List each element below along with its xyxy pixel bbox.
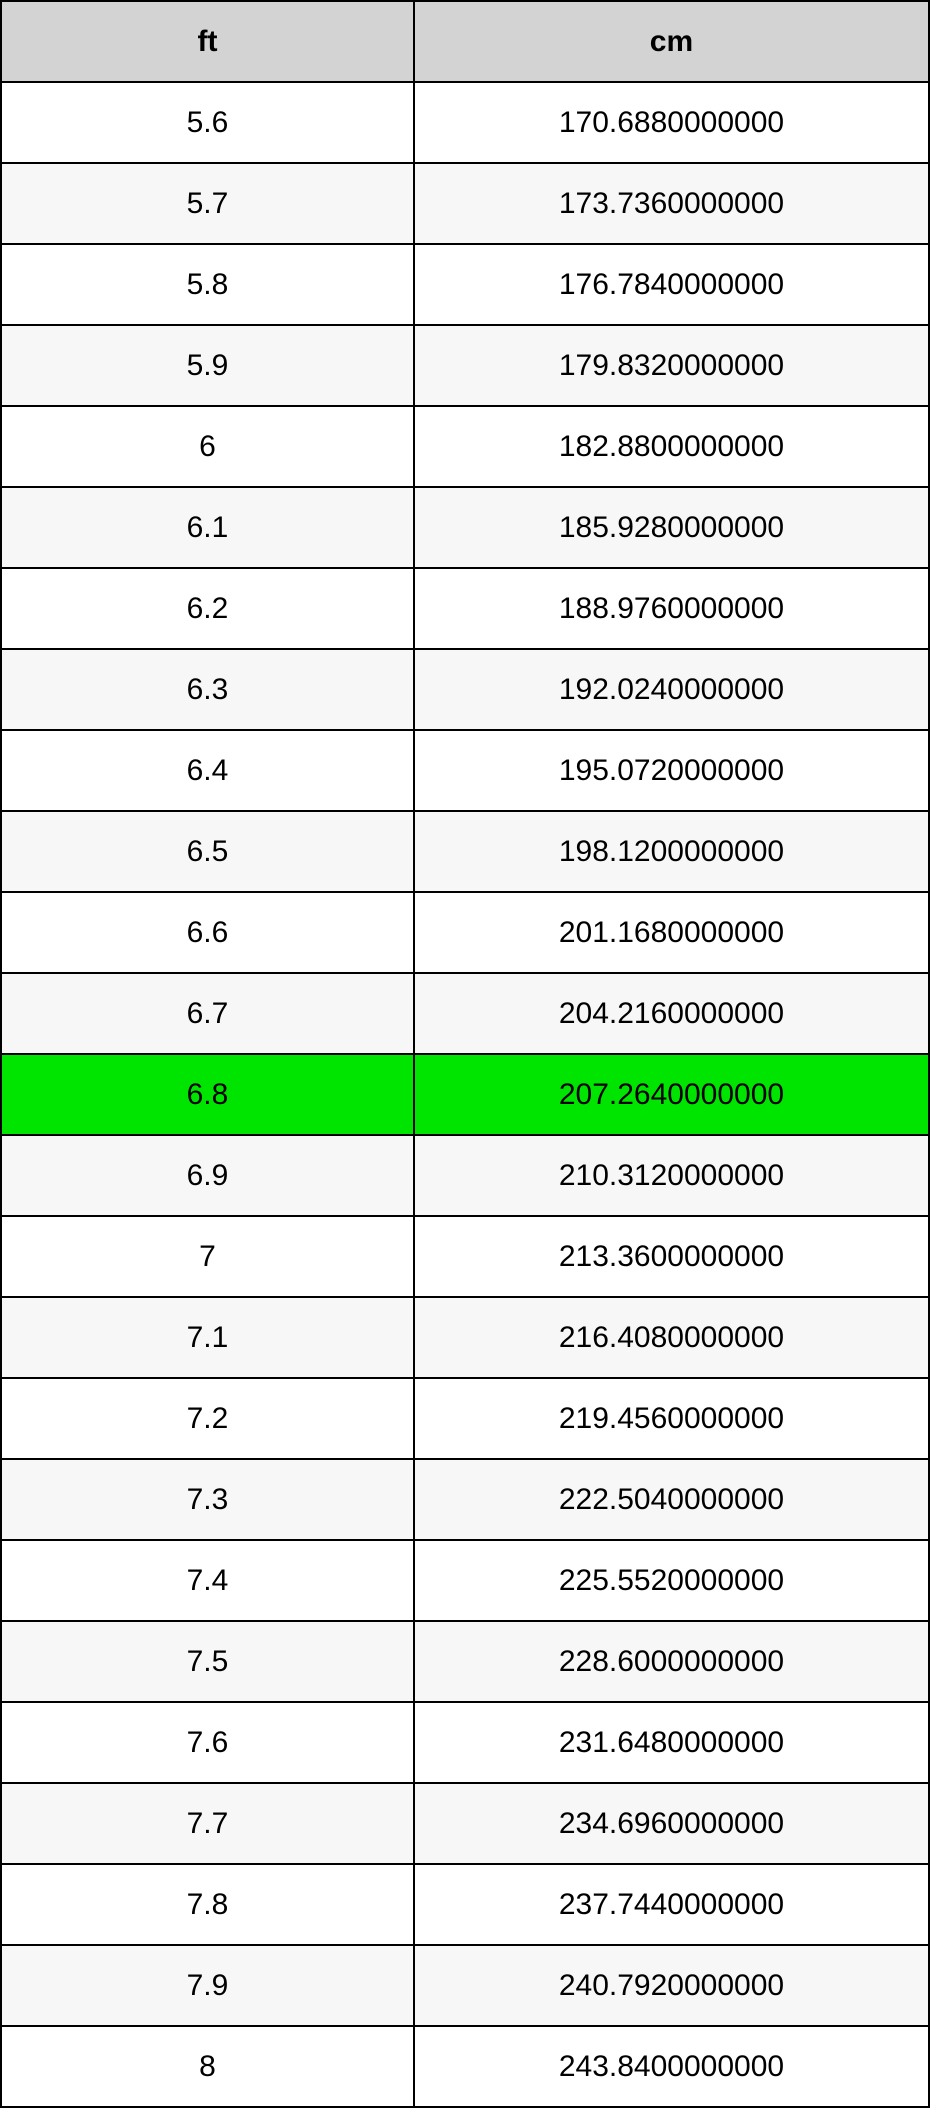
cell-cm: 185.9280000000 [414, 487, 929, 568]
cell-cm: 213.3600000000 [414, 1216, 929, 1297]
table-row: 7.2219.4560000000 [1, 1378, 929, 1459]
table-row: 6.4195.0720000000 [1, 730, 929, 811]
table-row: 5.7173.7360000000 [1, 163, 929, 244]
table-row: 5.9179.8320000000 [1, 325, 929, 406]
table-row: 7213.3600000000 [1, 1216, 929, 1297]
cell-ft: 7.9 [1, 1945, 414, 2026]
cell-ft: 6.7 [1, 973, 414, 1054]
column-header-cm: cm [414, 1, 929, 82]
cell-cm: 192.0240000000 [414, 649, 929, 730]
cell-cm: 243.8400000000 [414, 2026, 929, 2107]
cell-ft: 5.9 [1, 325, 414, 406]
cell-cm: 237.7440000000 [414, 1864, 929, 1945]
cell-cm: 201.1680000000 [414, 892, 929, 973]
cell-ft: 7.4 [1, 1540, 414, 1621]
table-row: 6.5198.1200000000 [1, 811, 929, 892]
cell-ft: 6.9 [1, 1135, 414, 1216]
cell-ft: 6.6 [1, 892, 414, 973]
cell-ft: 7.2 [1, 1378, 414, 1459]
cell-ft: 6.1 [1, 487, 414, 568]
cell-ft: 6.8 [1, 1054, 414, 1135]
cell-cm: 210.3120000000 [414, 1135, 929, 1216]
table-row: 6.7204.2160000000 [1, 973, 929, 1054]
cell-cm: 228.6000000000 [414, 1621, 929, 1702]
table-row: 8243.8400000000 [1, 2026, 929, 2107]
table-row: 6.3192.0240000000 [1, 649, 929, 730]
table-row: 7.4225.5520000000 [1, 1540, 929, 1621]
table-row: 7.1216.4080000000 [1, 1297, 929, 1378]
conversion-table-container: ft cm 5.6170.68800000005.7173.7360000000… [0, 0, 930, 2108]
table-row: 7.5228.6000000000 [1, 1621, 929, 1702]
table-row: 7.6231.6480000000 [1, 1702, 929, 1783]
cell-ft: 7.3 [1, 1459, 414, 1540]
table-row: 6.8207.2640000000 [1, 1054, 929, 1135]
cell-ft: 7.6 [1, 1702, 414, 1783]
table-row: 7.7234.6960000000 [1, 1783, 929, 1864]
table-row: 7.8237.7440000000 [1, 1864, 929, 1945]
table-row: 6.9210.3120000000 [1, 1135, 929, 1216]
table-row: 7.9240.7920000000 [1, 1945, 929, 2026]
cell-ft: 6.4 [1, 730, 414, 811]
cell-ft: 6.2 [1, 568, 414, 649]
cell-cm: 179.8320000000 [414, 325, 929, 406]
table-row: 5.6170.6880000000 [1, 82, 929, 163]
cell-cm: 234.6960000000 [414, 1783, 929, 1864]
table-row: 6182.8800000000 [1, 406, 929, 487]
cell-cm: 222.5040000000 [414, 1459, 929, 1540]
cell-cm: 231.6480000000 [414, 1702, 929, 1783]
cell-ft: 7.8 [1, 1864, 414, 1945]
cell-cm: 182.8800000000 [414, 406, 929, 487]
cell-ft: 5.6 [1, 82, 414, 163]
cell-cm: 173.7360000000 [414, 163, 929, 244]
cell-cm: 240.7920000000 [414, 1945, 929, 2026]
cell-ft: 6 [1, 406, 414, 487]
column-header-ft: ft [1, 1, 414, 82]
table-body: 5.6170.68800000005.7173.73600000005.8176… [1, 82, 929, 2107]
cell-ft: 5.7 [1, 163, 414, 244]
cell-ft: 7.5 [1, 1621, 414, 1702]
conversion-table: ft cm 5.6170.68800000005.7173.7360000000… [0, 0, 930, 2108]
table-row: 6.2188.9760000000 [1, 568, 929, 649]
cell-cm: 225.5520000000 [414, 1540, 929, 1621]
cell-cm: 216.4080000000 [414, 1297, 929, 1378]
cell-cm: 219.4560000000 [414, 1378, 929, 1459]
cell-cm: 188.9760000000 [414, 568, 929, 649]
table-header-row: ft cm [1, 1, 929, 82]
cell-ft: 8 [1, 2026, 414, 2107]
cell-ft: 7 [1, 1216, 414, 1297]
table-row: 6.1185.9280000000 [1, 487, 929, 568]
table-row: 5.8176.7840000000 [1, 244, 929, 325]
cell-cm: 176.7840000000 [414, 244, 929, 325]
cell-ft: 7.7 [1, 1783, 414, 1864]
table-row: 6.6201.1680000000 [1, 892, 929, 973]
cell-cm: 198.1200000000 [414, 811, 929, 892]
cell-ft: 5.8 [1, 244, 414, 325]
cell-cm: 170.6880000000 [414, 82, 929, 163]
cell-cm: 204.2160000000 [414, 973, 929, 1054]
cell-ft: 6.5 [1, 811, 414, 892]
cell-cm: 195.0720000000 [414, 730, 929, 811]
cell-ft: 6.3 [1, 649, 414, 730]
table-row: 7.3222.5040000000 [1, 1459, 929, 1540]
cell-cm: 207.2640000000 [414, 1054, 929, 1135]
cell-ft: 7.1 [1, 1297, 414, 1378]
